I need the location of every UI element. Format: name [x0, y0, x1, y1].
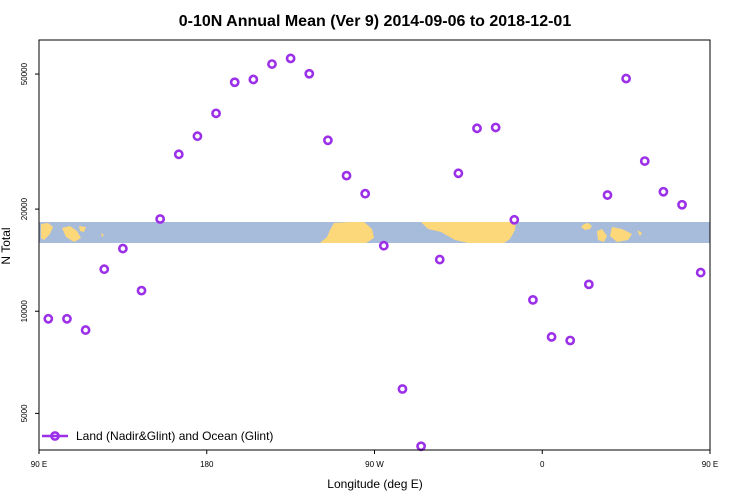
map-landmass	[320, 222, 374, 243]
y-tick-label: 20000	[20, 197, 29, 220]
x-tick-label: 180	[200, 460, 214, 469]
data-point	[267, 59, 277, 69]
data-point	[323, 135, 333, 146]
data-point	[99, 264, 110, 275]
data-point	[639, 156, 650, 166]
data-point	[248, 74, 259, 85]
data-point	[360, 188, 371, 199]
data-point	[341, 170, 352, 181]
data-point	[211, 108, 221, 119]
data-point	[192, 131, 203, 142]
map-landmass	[597, 229, 607, 242]
map-ocean	[39, 222, 710, 243]
data-point	[155, 214, 166, 224]
data-point	[416, 441, 426, 452]
data-point	[434, 254, 445, 265]
map-landmass	[79, 226, 86, 232]
data-point	[117, 243, 128, 254]
data-point	[565, 335, 576, 346]
legend-label: Land (Nadir&Glint) and Ocean (Glint)	[76, 429, 273, 443]
x-axis-label: Longitude (deg E)	[327, 477, 422, 491]
x-tick-label: 90 W	[365, 460, 384, 469]
map-landmass	[41, 223, 53, 240]
data-point	[621, 73, 632, 84]
map-landmass	[637, 230, 642, 236]
data-point	[304, 68, 315, 79]
data-point	[602, 190, 613, 200]
data-point	[397, 384, 408, 394]
data-point	[658, 186, 669, 197]
data-point	[546, 332, 557, 342]
data-series-markers	[43, 53, 706, 452]
world-map-strip	[39, 222, 710, 243]
chart-title: 0-10N Annual Mean (Ver 9) 2014-09-06 to …	[179, 13, 572, 30]
data-point	[528, 294, 538, 305]
data-point	[136, 285, 147, 296]
data-point	[173, 149, 184, 160]
y-tick-label: 10000	[20, 300, 29, 323]
data-point	[43, 313, 54, 324]
data-point	[378, 240, 389, 251]
x-tick-label: 90 E	[702, 460, 718, 469]
map-landmass	[62, 226, 81, 242]
data-point	[80, 325, 91, 335]
plot-frame	[38, 39, 711, 451]
y-tick-label: 50000	[20, 62, 29, 85]
x-tick-label: 0	[540, 460, 545, 469]
legend: Land (Nadir&Glint) and Ocean (Glint)	[42, 429, 273, 443]
data-point	[285, 53, 296, 64]
data-point	[677, 199, 687, 210]
data-point	[583, 279, 594, 290]
data-point	[229, 77, 240, 88]
data-point	[695, 267, 706, 278]
legend-marker	[50, 431, 60, 441]
x-tick-label: 90 E	[31, 460, 47, 469]
data-point	[453, 168, 464, 179]
y-tick-label: 5000	[20, 404, 29, 422]
data-point	[509, 214, 520, 225]
x-axis-ticks: 90 E 180 90 W 0 90 E	[31, 450, 718, 469]
data-point	[490, 122, 501, 133]
y-axis-ticks: 5000 10000 20000 50000	[20, 62, 39, 422]
data-point	[62, 313, 72, 324]
map-landmass	[101, 233, 104, 237]
map-landmass	[421, 222, 516, 243]
map-landmass	[610, 227, 632, 242]
y-axis-label: N Total	[0, 227, 13, 264]
data-point	[472, 123, 482, 134]
map-landmass	[581, 223, 592, 230]
